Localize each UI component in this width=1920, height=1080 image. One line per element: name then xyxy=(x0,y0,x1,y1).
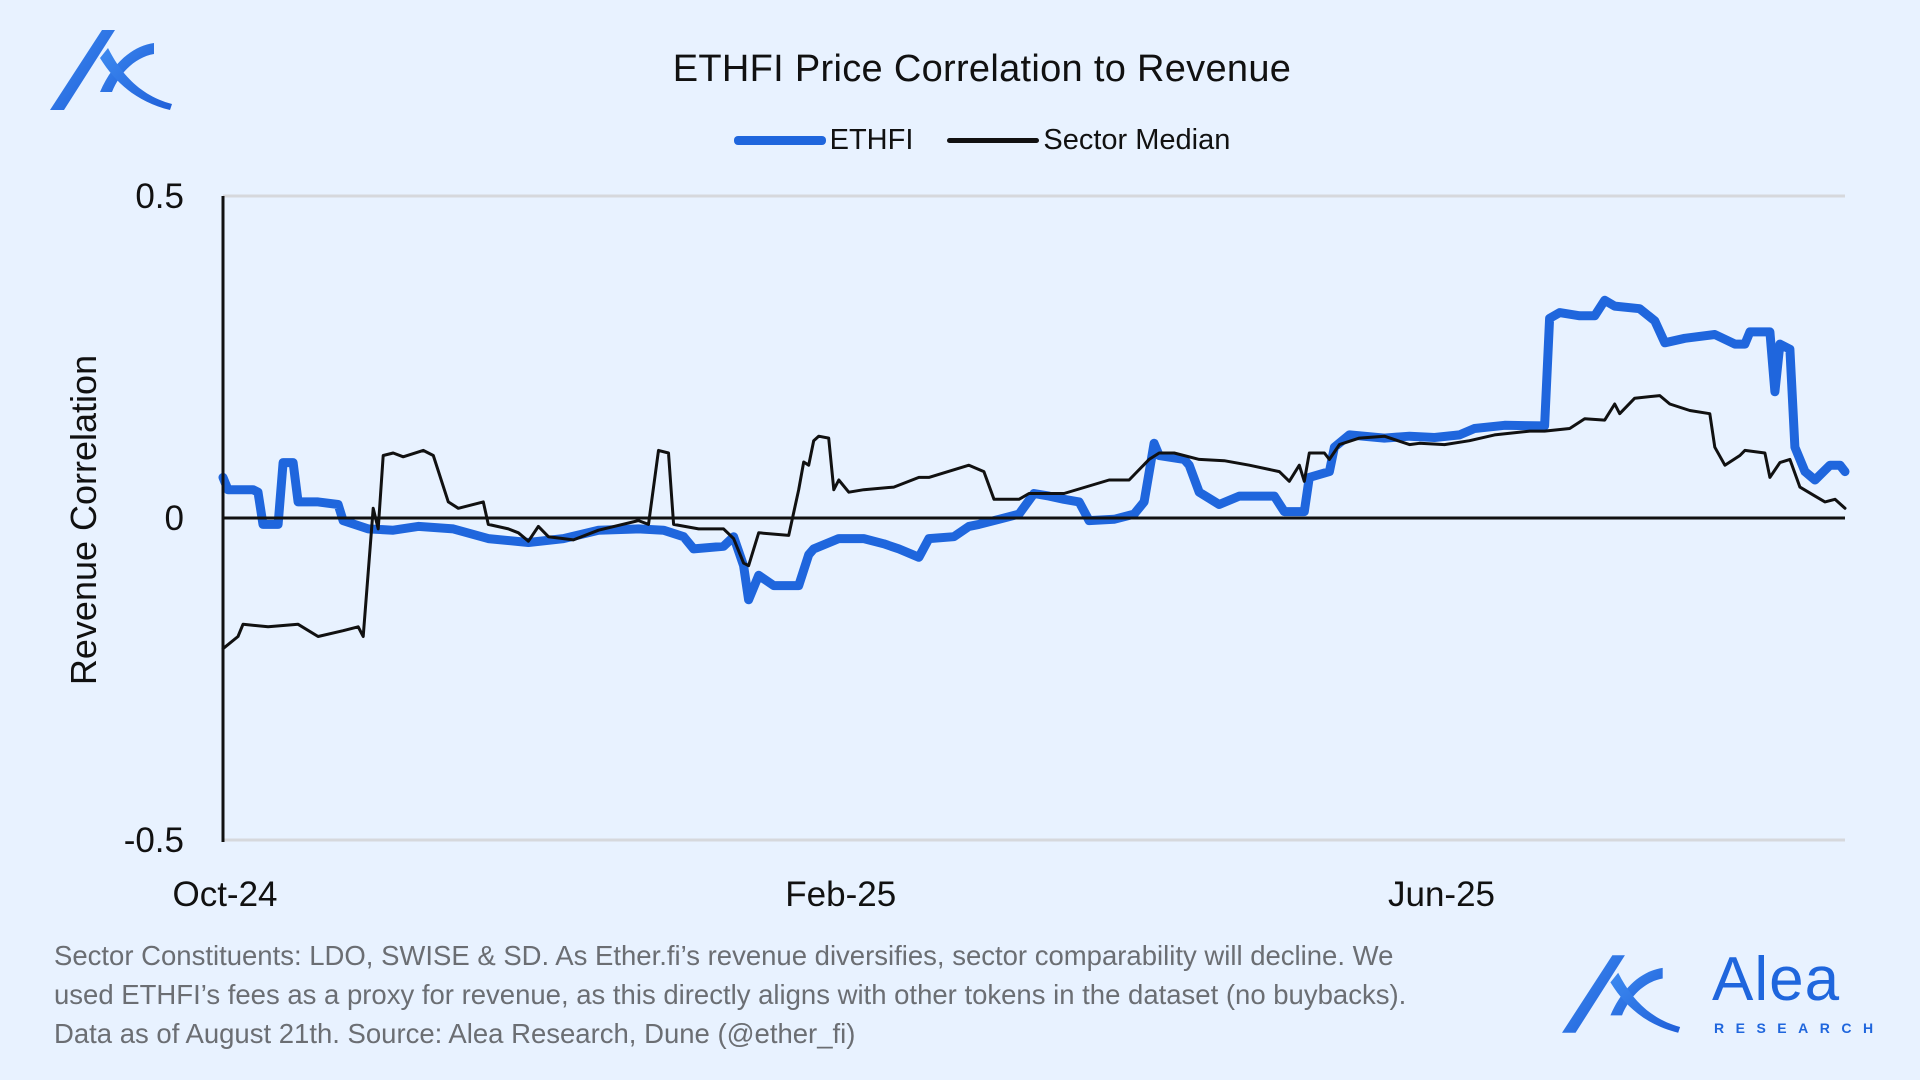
brand-logo: Alea RESEARCH xyxy=(1562,945,1885,1040)
brand-name: Alea xyxy=(1712,945,1841,1014)
legend-swatch-ethfi xyxy=(733,136,826,145)
footer-line: Data as of August 21th. Source: Alea Res… xyxy=(54,1018,856,1049)
footer-note: Sector Constituents: LDO, SWISE & SD. As… xyxy=(54,936,1554,1053)
footer-line: Sector Constituents: LDO, SWISE & SD. As… xyxy=(54,940,1394,971)
series-line-sector-median xyxy=(221,394,1847,651)
chart-legend: ETHFI Sector Median xyxy=(0,124,1920,157)
legend-item-ethfi: ETHFI xyxy=(733,124,914,157)
brand-subtitle: RESEARCH xyxy=(1714,1020,1885,1036)
alea-logo-icon xyxy=(50,30,172,110)
x-tick-label: Oct-24 xyxy=(172,875,277,914)
chart-title: ETHFI Price Correlation to Revenue xyxy=(672,48,1292,90)
y-tick-label: -0.5 xyxy=(124,821,184,860)
x-tick-label: Feb-25 xyxy=(785,875,896,914)
legend-swatch-sector-median xyxy=(947,138,1040,143)
x-tick-labels: Oct-24 Feb-25 Jun-25 xyxy=(172,875,1495,914)
legend-item-sector-median: Sector Median xyxy=(947,124,1230,157)
y-tick-labels: 0.5 0 -0.5 xyxy=(124,177,184,860)
footer-line: used ETHFI’s fees as a proxy for revenue… xyxy=(54,979,1407,1010)
y-tick-label: 0.5 xyxy=(135,177,184,216)
gridlines xyxy=(223,194,1845,842)
y-tick-label: 0 xyxy=(165,499,184,538)
legend-label-ethfi: ETHFI xyxy=(829,124,914,156)
series-line-ethfi xyxy=(218,295,1850,605)
axes xyxy=(221,196,1845,842)
x-tick-label: Jun-25 xyxy=(1388,875,1495,914)
legend-label-sector-median: Sector Median xyxy=(1043,124,1231,156)
alea-logo-icon xyxy=(1562,955,1681,1033)
series-lines xyxy=(218,295,1850,651)
